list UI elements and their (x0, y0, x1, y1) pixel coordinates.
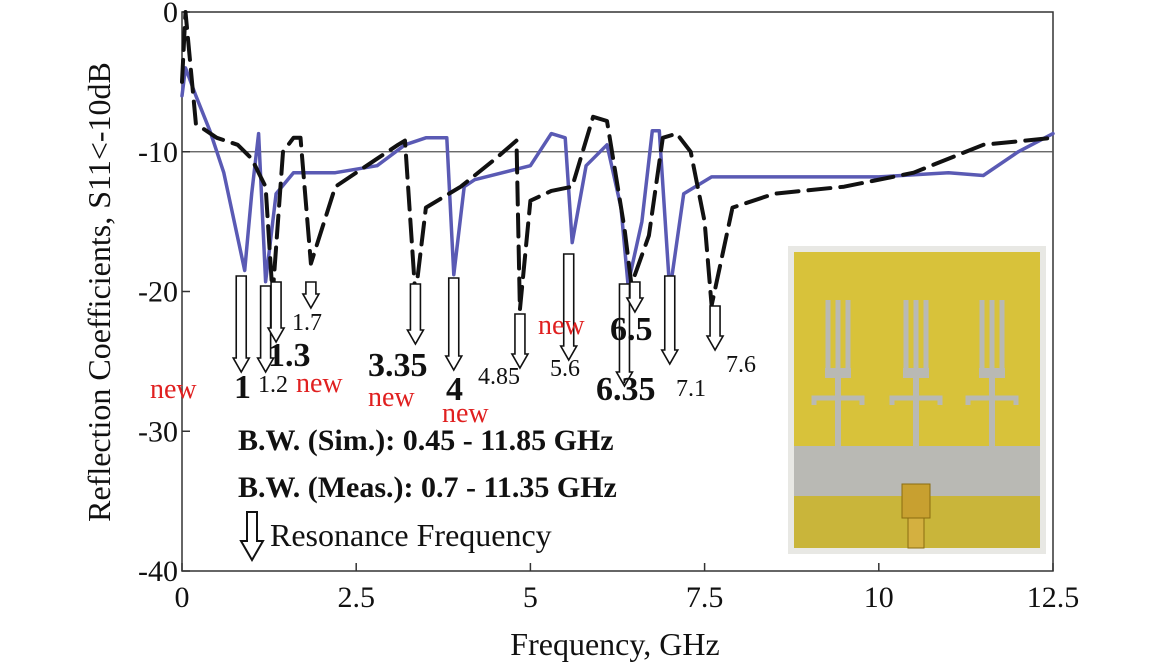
axis-ticks: 0 2.5 5 7.5 10 12.5 0 -10 -20 -30 -40 (138, 0, 1079, 614)
resonance-label: 4 (446, 371, 463, 408)
radiator-stem (989, 378, 995, 398)
radiator-base (979, 368, 1005, 378)
legend-arrow-icon (239, 511, 265, 562)
new-label: new (368, 382, 415, 413)
new-label: new (150, 374, 197, 405)
radiator-finger (845, 300, 851, 370)
resonance-arrow-icon (660, 275, 680, 366)
x-tick-label: 7.5 (686, 581, 724, 614)
sma-connector-body (901, 483, 931, 519)
radiator-finger (989, 300, 995, 370)
bw-sim-annotation: B.W. (Sim.): 0.45 - 11.85 GHz (238, 424, 614, 457)
bw-meas-annotation: B.W. (Meas.): 0.7 - 11.35 GHz (238, 471, 617, 504)
radiator-finger (825, 300, 831, 370)
new-label: new (538, 310, 585, 341)
series-layer (180, 10, 1055, 312)
x-tick-label: 0 (175, 581, 190, 614)
resonance-arrow-icon (266, 281, 286, 344)
new-label: new (296, 368, 343, 399)
y-tick-label: -10 (138, 136, 178, 169)
resonance-arrow-icon (406, 283, 425, 346)
radiator-base (903, 368, 929, 378)
resonance-label: 3.35 (368, 347, 428, 384)
resonance-label: 5.6 (550, 356, 580, 382)
resonance-label: 4.85 (478, 364, 520, 390)
y-tick-label: -40 (138, 555, 178, 588)
measured-series-line (180, 10, 1055, 312)
resonance-arrow-icon (705, 305, 725, 352)
y-axis-title: Reflection Coefficients, S11<-10dB (81, 62, 117, 522)
new-label: new (442, 398, 489, 429)
x-tick-label: 10 (864, 581, 894, 614)
resonance-label: 7.1 (676, 376, 706, 402)
y-tick-label: 0 (163, 0, 178, 29)
legend: Resonance Frequency (239, 511, 552, 562)
radiator-stem (913, 378, 919, 398)
resonance-arrow-icon (510, 313, 530, 370)
feed-line (835, 398, 841, 446)
y-tick-label: -30 (138, 415, 178, 448)
antenna-patches (794, 300, 1040, 549)
x-tick-label: 5 (523, 581, 538, 614)
sma-connector-barrel (907, 517, 925, 549)
resonance-label: 6.5 (610, 311, 653, 348)
resonance-label: 1.2 (258, 372, 288, 398)
resonance-arrow-icon (444, 277, 464, 372)
resonance-label: 1.3 (268, 337, 311, 374)
resonance-arrow-icon (625, 281, 645, 314)
resonance-arrow-icon (231, 275, 251, 374)
resonance-arrow-icon (559, 253, 579, 362)
resonance-label: 7.6 (726, 352, 756, 378)
resonance-label: 6.35 (596, 371, 656, 408)
y-tick-label: -20 (138, 276, 178, 309)
radiator-finger (835, 300, 841, 370)
legend-text: Resonance Frequency (270, 517, 552, 553)
resonance-label: 1 (234, 369, 251, 406)
radiator-finger (913, 300, 919, 370)
resonance-arrow-icon (301, 281, 321, 310)
radiator-finger (979, 300, 985, 370)
feed-line (989, 398, 995, 446)
feed-line (913, 398, 919, 446)
x-axis-title: Frequency, GHz (510, 626, 719, 662)
radiator-base (825, 368, 851, 378)
radiator-finger (923, 300, 929, 370)
antenna-photo (788, 246, 1046, 554)
x-tick-label: 12.5 (1027, 581, 1080, 614)
radiator-finger (903, 300, 909, 370)
x-tick-label: 2.5 (337, 581, 375, 614)
radiator-stem (835, 378, 841, 398)
radiator-finger (999, 300, 1005, 370)
resonance-label: 1.7 (292, 310, 322, 336)
